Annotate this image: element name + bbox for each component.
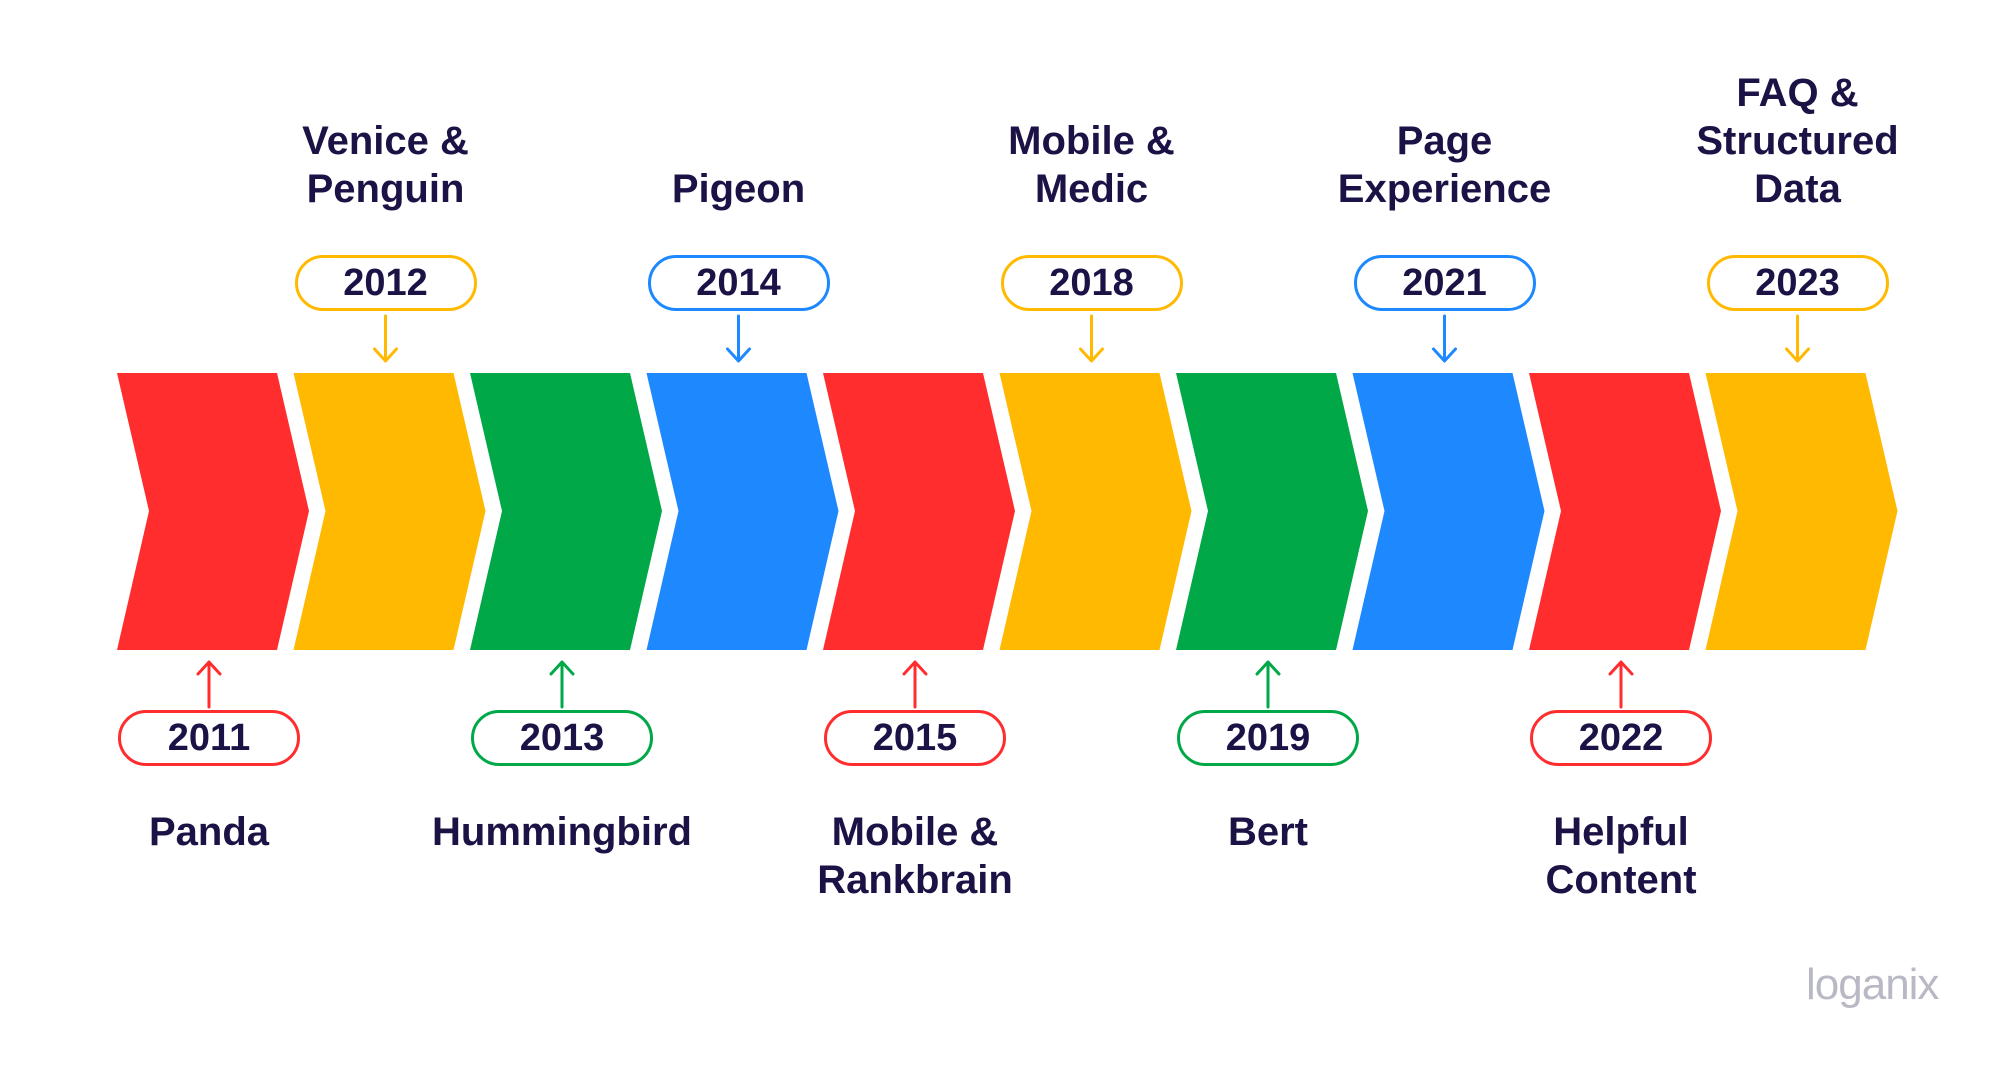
chevron-2015	[823, 373, 1015, 650]
arrow-2015	[902, 660, 928, 709]
year-pill-2021: 2021	[1353, 255, 1536, 311]
chevron-2019	[1176, 373, 1368, 650]
milestone-name-2021: Page Experience	[1337, 119, 1552, 211]
milestone-name-2023: FAQ & Structured Data	[1696, 71, 1899, 211]
year-pill-2019: 2019	[1177, 710, 1359, 766]
milestone-name-2018: Mobile & Medic	[1008, 119, 1175, 211]
arrow-2011	[196, 660, 222, 709]
chevron-2023	[1705, 373, 1898, 650]
milestone-name-2012: Venice & Penguin	[302, 119, 469, 211]
year-pill-2015: 2015	[824, 710, 1006, 766]
chevron-2022	[1529, 373, 1721, 650]
chevron-2014	[646, 373, 839, 650]
arrow-2021	[1432, 314, 1457, 363]
year-pill-2012: 2012	[294, 255, 477, 311]
chevron-2018	[999, 373, 1192, 650]
chevron-2021	[1352, 373, 1545, 650]
milestone-name-2013: Hummingbird	[432, 810, 692, 854]
arrow-2018	[1079, 314, 1104, 363]
chevron-2013	[470, 373, 662, 650]
chevron-2011	[117, 373, 309, 650]
year-pill-2023: 2023	[1706, 255, 1889, 311]
year-pill-2014: 2014	[647, 255, 830, 311]
milestone-name-2014: Pigeon	[671, 167, 806, 211]
year-pill-2018: 2018	[1000, 255, 1183, 311]
milestone-name-2022: Helpful Content	[1545, 810, 1697, 902]
loganix-logo: loganix	[1806, 960, 1939, 1009]
arrow-2023	[1785, 314, 1810, 363]
milestone-name-2011: Panda	[148, 810, 270, 854]
milestone-name-2019: Bert	[1227, 810, 1309, 854]
arrow-2012	[373, 314, 398, 363]
arrow-2022	[1608, 660, 1634, 709]
year-pill-2022: 2022	[1530, 710, 1712, 766]
arrow-2013	[549, 660, 575, 709]
chevron-2012	[293, 373, 486, 650]
year-pill-2011: 2011	[118, 710, 300, 766]
arrow-2019	[1255, 660, 1281, 709]
arrow-2014	[726, 314, 751, 363]
year-pill-2013: 2013	[471, 710, 653, 766]
milestone-name-2015: Mobile & Rankbrain	[817, 810, 1013, 902]
